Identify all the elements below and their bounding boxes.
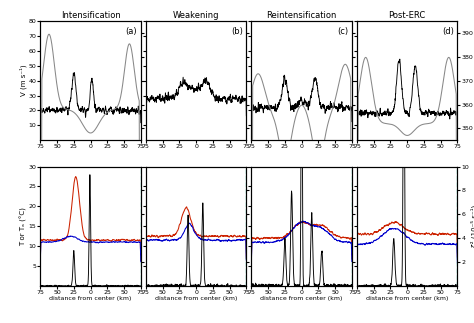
Y-axis label: ζ² (10⁻⁵ s⁻¹): ζ² (10⁻⁵ s⁻¹) <box>471 205 474 247</box>
Y-axis label: V (m s⁻¹): V (m s⁻¹) <box>19 65 27 97</box>
Title: Post-ERC: Post-ERC <box>389 11 426 20</box>
X-axis label: distance from center (km): distance from center (km) <box>49 297 132 301</box>
Title: Weakening: Weakening <box>173 11 219 20</box>
Text: (d): (d) <box>442 27 454 36</box>
X-axis label: distance from center (km): distance from center (km) <box>155 297 237 301</box>
Y-axis label: T or Tₐ (°C): T or Tₐ (°C) <box>19 207 27 245</box>
Title: Reintensification: Reintensification <box>266 11 337 20</box>
Text: (c): (c) <box>337 27 348 36</box>
Text: (a): (a) <box>126 27 137 36</box>
Text: (b): (b) <box>231 27 243 36</box>
X-axis label: distance from center (km): distance from center (km) <box>260 297 343 301</box>
X-axis label: distance from center (km): distance from center (km) <box>366 297 448 301</box>
Title: Intensification: Intensification <box>61 11 120 20</box>
